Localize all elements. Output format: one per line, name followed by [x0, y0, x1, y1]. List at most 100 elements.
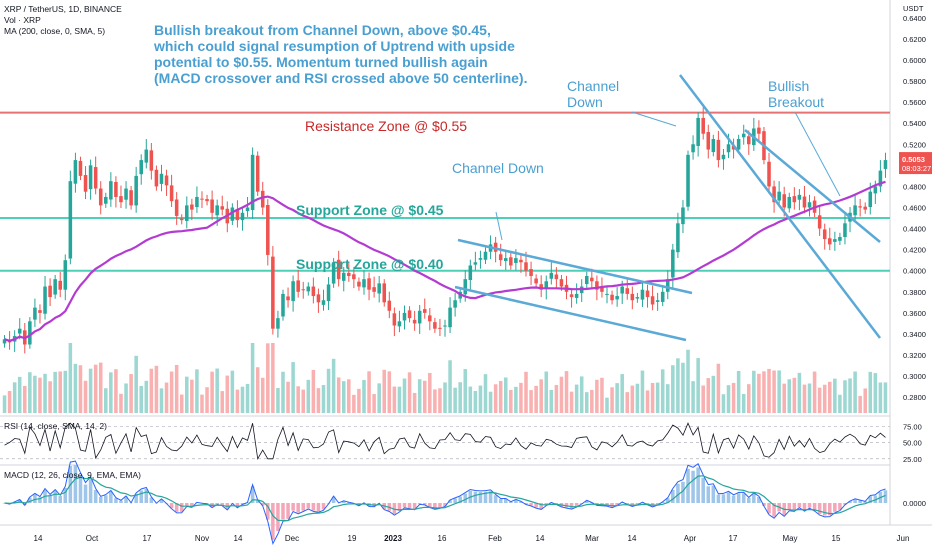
analysis-text: Bullish breakout from Channel Down, abov… — [154, 22, 527, 86]
volume-bar — [230, 370, 235, 413]
volume-bar — [347, 379, 351, 413]
volume-bar — [549, 389, 554, 413]
candle-body — [169, 185, 174, 202]
candle-body — [58, 280, 62, 290]
candle-body — [326, 284, 331, 302]
candle-body — [524, 262, 528, 271]
macd-histogram — [28, 497, 32, 503]
macd-histogram — [736, 493, 741, 503]
volume-bar — [412, 392, 417, 413]
volume-bar — [498, 380, 503, 413]
candle-body — [33, 307, 37, 320]
macd-histogram — [696, 467, 700, 503]
macd-legend[interactable]: MACD (12, 26, close, 9, EMA, EMA) — [4, 470, 141, 480]
time-tick-label: Mar — [585, 534, 599, 543]
macd-histogram — [316, 503, 321, 512]
candle-body — [260, 190, 265, 208]
candle-body — [741, 133, 746, 138]
macd-histogram — [868, 496, 873, 503]
candle-body — [63, 260, 68, 290]
volume-bar — [645, 390, 650, 413]
volume-legend[interactable]: Vol · XRP — [4, 15, 41, 25]
macd-histogram — [731, 495, 736, 503]
ma-legend[interactable]: MA (200, close, 0, SMA, 5) — [4, 26, 106, 36]
macd-histogram — [438, 503, 442, 508]
macd-histogram — [478, 492, 483, 503]
candle-body — [595, 281, 599, 290]
volume-bar — [220, 391, 225, 413]
macd-histogram — [58, 495, 62, 503]
candle-body — [174, 199, 179, 216]
rsi-tick-label: 25.00 — [903, 455, 922, 464]
candle-body — [873, 186, 878, 194]
candle-body — [422, 309, 427, 313]
volume-bar — [392, 386, 397, 413]
volume-bar — [726, 385, 731, 413]
volume-bar — [716, 363, 721, 413]
candle-body — [205, 199, 209, 202]
macd-histogram — [615, 503, 619, 506]
candle-body — [377, 283, 381, 294]
volume-bar — [665, 384, 670, 413]
volume-bar — [48, 381, 52, 413]
candle-body — [630, 293, 635, 301]
channel-line — [679, 74, 881, 339]
macd-histogram — [721, 494, 726, 503]
time-tick-label: Feb — [488, 534, 502, 543]
macd-histogram — [104, 495, 108, 503]
candle-body — [98, 188, 103, 206]
price-tick-label: 0.5400 — [903, 119, 926, 128]
candle-body — [858, 206, 862, 208]
candle-body — [250, 154, 255, 211]
macd-histogram — [73, 465, 78, 503]
price-tag — [899, 152, 932, 175]
macd-histogram — [98, 497, 103, 503]
candle-body — [701, 117, 705, 134]
macd-histogram — [124, 496, 128, 503]
volume-bar — [276, 388, 280, 413]
macd-histogram — [428, 503, 432, 508]
volume-bar — [817, 387, 822, 413]
volume-bar — [762, 371, 766, 413]
candle-body — [807, 202, 812, 208]
volume-bar — [433, 389, 437, 413]
volume-bar — [640, 370, 645, 413]
candle-body — [104, 196, 108, 204]
macd-histogram — [544, 503, 549, 506]
candle-body — [519, 259, 523, 263]
price-tick-label: 0.4400 — [903, 225, 926, 234]
volume-bar — [169, 371, 174, 413]
candle-body — [797, 194, 802, 200]
symbol-legend[interactable]: XRP / TetherUS, 1D, BINANCE — [4, 4, 122, 14]
macd-histogram — [514, 499, 518, 503]
candle-body — [736, 139, 741, 150]
candle-body — [620, 286, 624, 294]
macd-histogram — [519, 501, 523, 503]
candle-body — [255, 155, 260, 192]
rsi-tick-label: 50.00 — [903, 439, 922, 448]
support-045-label: Support Zone @ $0.45 — [296, 202, 444, 218]
candle-body — [838, 237, 842, 241]
rsi-legend[interactable]: RSI (14, close, SMA, 14, 2) — [4, 421, 107, 431]
candle-body — [392, 313, 397, 326]
volume-bar — [438, 388, 442, 413]
macd-histogram — [78, 475, 83, 503]
volume-bar — [883, 382, 888, 413]
candle-body — [605, 293, 609, 295]
candle-body — [240, 212, 245, 221]
volume-bar — [139, 385, 144, 413]
volume-bar — [736, 371, 741, 413]
candle-body — [17, 328, 22, 334]
candle-body — [352, 274, 356, 280]
volume-bar — [833, 378, 837, 413]
candle-body — [417, 310, 422, 324]
macd-histogram — [448, 500, 452, 503]
volume-bar — [104, 388, 108, 413]
volume-bar — [731, 382, 736, 413]
volume-bar — [503, 377, 508, 413]
bullish-breakout-line-1: Bullish — [768, 78, 810, 94]
volume-bar — [671, 365, 675, 413]
volume-bar — [868, 371, 873, 413]
volume-bar — [357, 388, 361, 413]
